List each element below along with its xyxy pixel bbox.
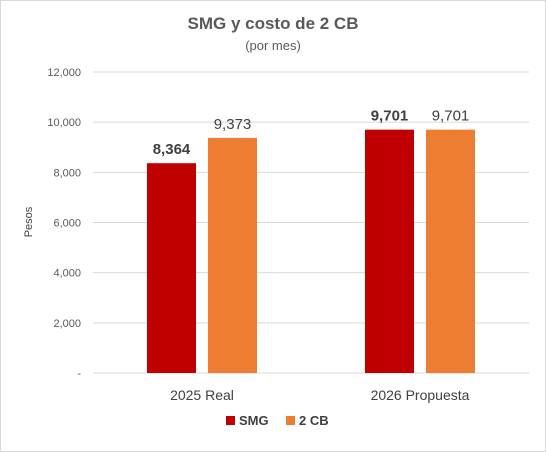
data-label: 8,364	[153, 141, 191, 158]
y-tick-label: 6,000	[53, 218, 81, 230]
y-tick-label: -	[77, 368, 81, 380]
x-category-label: 2025 Real	[170, 387, 234, 403]
bar-2-cb	[208, 137, 257, 373]
y-tick-label: 12,000	[47, 67, 81, 79]
legend: SMG 2 CB	[226, 413, 329, 428]
y-tick-label: 2,000	[53, 318, 81, 330]
x-category-label: 2026 Propuesta	[371, 387, 470, 403]
y-axis-label: Pesos	[23, 206, 35, 237]
data-labels: 8,364 9,373 9,701 9,701	[153, 108, 470, 159]
y-axis-ticks: - 2,000 4,000 6,000 8,000 10,000 12,000	[47, 67, 81, 380]
chart-title: SMG y costo de 2 CB	[188, 14, 359, 33]
data-label: 9,701	[371, 108, 409, 125]
bar-smg	[147, 163, 196, 373]
bar-2-cb	[426, 129, 475, 373]
legend-swatch	[226, 416, 235, 425]
y-tick-label: 10,000	[47, 117, 81, 129]
legend-swatch	[286, 416, 295, 425]
legend-label: 2 CB	[299, 413, 329, 428]
y-tick-label: 8,000	[53, 167, 81, 179]
bar-smg	[365, 129, 414, 373]
bars	[147, 129, 475, 373]
x-axis-categories: 2025 Real 2026 Propuesta	[170, 387, 470, 403]
data-label: 9,373	[214, 116, 252, 133]
chart-subtitle: (por mes)	[245, 38, 301, 53]
data-label: 9,701	[432, 108, 470, 125]
legend-label: SMG	[239, 413, 269, 428]
y-tick-label: 4,000	[53, 268, 81, 280]
